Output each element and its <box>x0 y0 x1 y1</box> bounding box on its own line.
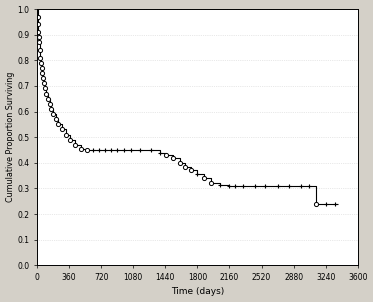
Y-axis label: Cumulative Proportion Surviving: Cumulative Proportion Surviving <box>6 72 15 202</box>
X-axis label: Time (days): Time (days) <box>171 288 224 297</box>
